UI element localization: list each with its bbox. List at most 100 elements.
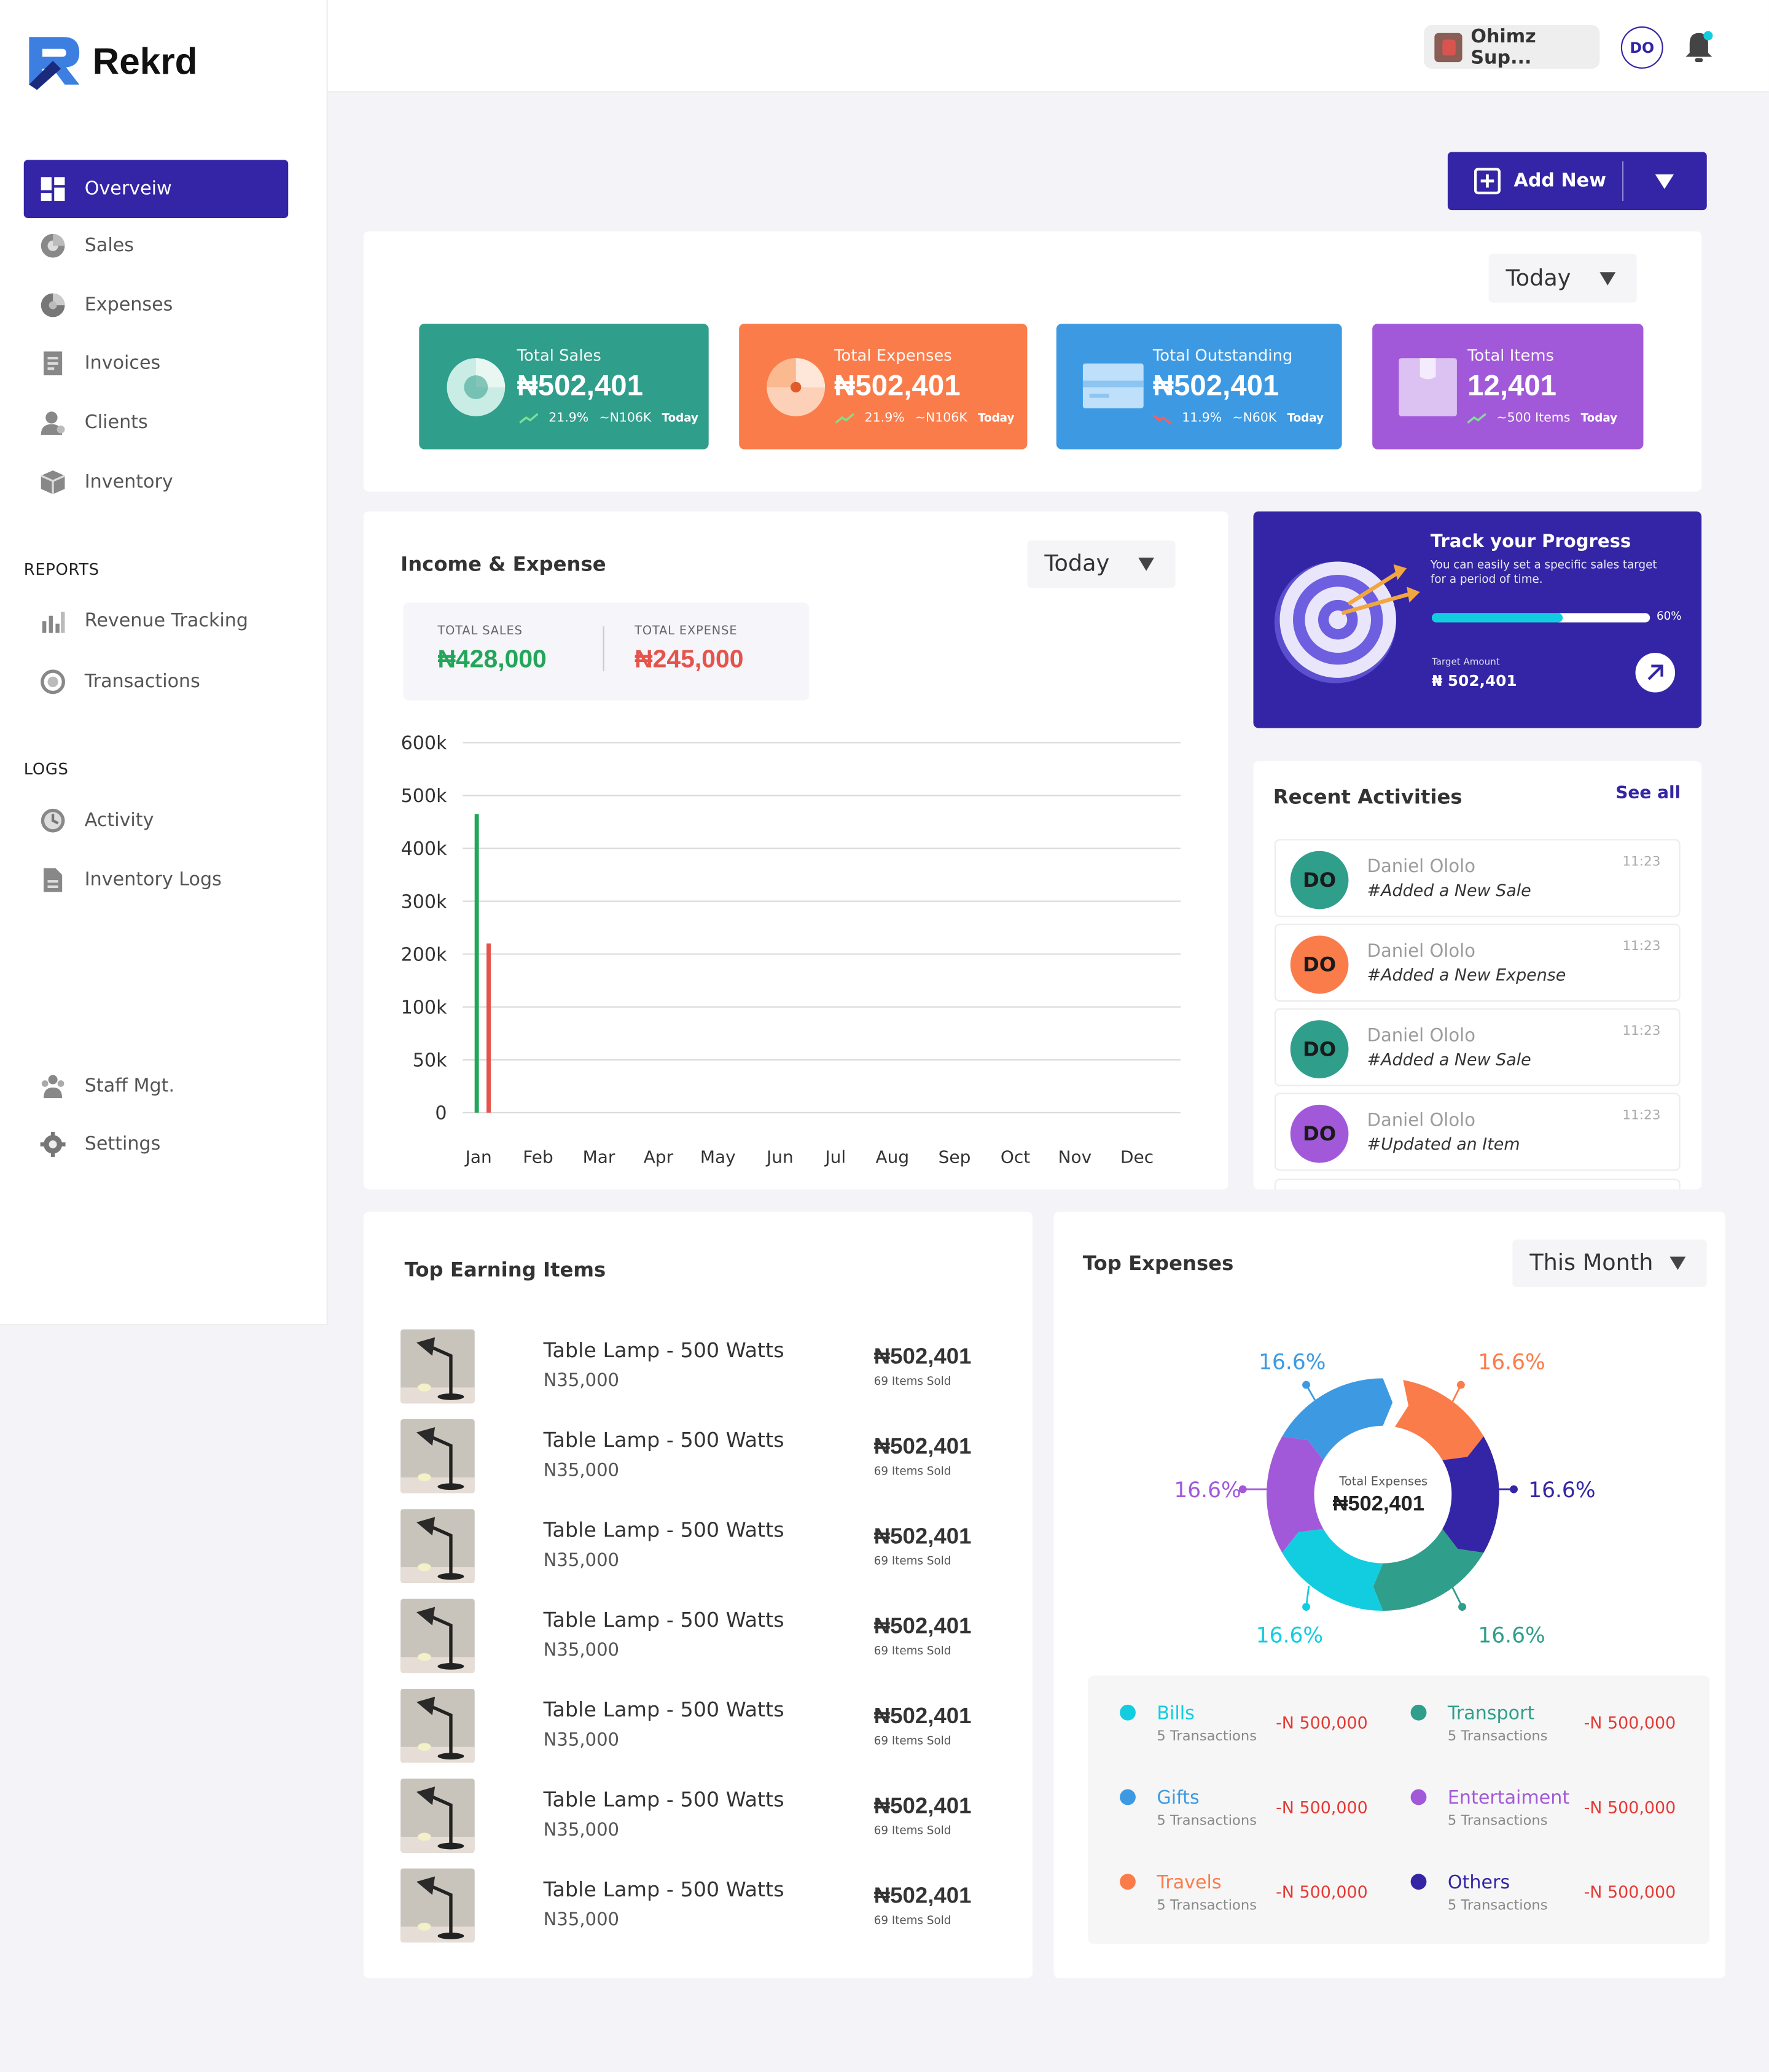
x-tick-label: Aug	[876, 1147, 910, 1167]
trend-down-icon	[1152, 413, 1172, 424]
donut-slice[interactable]	[1394, 1380, 1493, 1473]
arrow-up-right-icon	[1647, 664, 1663, 680]
donut-slice[interactable]	[1282, 1378, 1393, 1460]
user-avatar[interactable]: DO	[1620, 26, 1663, 69]
x-tick-label: May	[700, 1147, 736, 1167]
nav-transactions[interactable]: Transactions	[24, 653, 288, 711]
legend-name[interactable]: Transport	[1447, 1703, 1535, 1725]
stat-card-total-outstanding[interactable]: Total Outstanding ₦502,401 11.9% ~N60K T…	[1056, 324, 1342, 450]
donut-slice[interactable]	[1373, 1529, 1484, 1611]
stats-period-dropdown[interactable]: Today	[1488, 254, 1637, 303]
nav-invoices[interactable]: Invoices	[24, 334, 288, 392]
activity-time: 11:23	[1622, 939, 1661, 954]
item-price: N35,000	[543, 1729, 620, 1751]
nav-clients[interactable]: Clients	[24, 394, 288, 452]
nav-label: Revenue Tracking	[84, 610, 249, 632]
stat-meta: 21.9% ~N106K Today	[835, 411, 1014, 426]
legend-transactions: 5 Transactions	[1157, 1897, 1257, 1914]
item-price: N35,000	[543, 1550, 620, 1572]
nav-staff[interactable]: Staff Mgt.	[24, 1057, 288, 1115]
add-square-icon	[1474, 168, 1501, 195]
item-sold-count: 69 Items Sold	[873, 1376, 951, 1389]
activity-desc: #Added a New Expense	[1367, 964, 1566, 985]
product-thumbnail	[400, 1509, 475, 1583]
add-new-button[interactable]: Add New	[1447, 152, 1707, 211]
legend-dot	[1410, 1789, 1427, 1805]
nav-sales[interactable]: Sales	[24, 217, 288, 275]
stat-meta: ~500 Items Today	[1467, 411, 1617, 426]
progress-fill	[1432, 613, 1563, 623]
product-thumbnail	[400, 1599, 475, 1673]
nav-inventory[interactable]: Inventory	[24, 453, 288, 512]
chevron-down-icon	[1669, 1256, 1686, 1270]
legend-name[interactable]: Travels	[1157, 1872, 1222, 1894]
activity-item[interactable]: DO Daniel Ololo #Added a New Expense 11:23	[1274, 924, 1681, 1002]
lamp-image	[400, 1329, 475, 1404]
logs-section-label: LOGS	[23, 760, 69, 779]
legend-transactions: 5 Transactions	[1157, 1813, 1257, 1829]
stat-card-total-items[interactable]: Total Items 12,401 ~500 Items Today	[1372, 324, 1644, 450]
notification-bell-icon[interactable]	[1682, 29, 1716, 66]
activity-item[interactable]: DO Daniel Ololo #Added a New Sale 11:23	[1274, 1008, 1681, 1086]
item-price: N35,000	[543, 1909, 620, 1931]
nav-revenue-tracking[interactable]: Revenue Tracking	[24, 592, 288, 650]
x-tick-label: Apr	[644, 1147, 674, 1167]
y-tick-label: 300k	[401, 891, 447, 913]
stat-card-total-sales[interactable]: Total Sales ₦502,401 21.9% ~N106K Today	[419, 324, 709, 450]
track-title: Track your Progress	[1430, 531, 1631, 553]
app-logo[interactable]: Rekrd	[24, 32, 198, 93]
expenses-period-dropdown[interactable]: This Month	[1512, 1239, 1707, 1287]
nav-inventory-logs[interactable]: Inventory Logs	[24, 851, 288, 909]
lamp-image	[400, 1689, 475, 1763]
stat-period: Today	[1287, 411, 1324, 425]
progress-label: 60%	[1656, 610, 1682, 624]
nav-label: Sales	[84, 235, 134, 257]
stat-value: ₦502,401	[517, 368, 643, 402]
store-switcher[interactable]: Ohimz Sup...	[1424, 25, 1600, 69]
legend-dot	[1120, 1874, 1136, 1890]
nav-overview[interactable]: Overveiw	[23, 160, 289, 219]
nav-label: Transactions	[84, 671, 200, 693]
stat-delta: ~N106K	[915, 411, 967, 426]
legend-transactions: 5 Transactions	[1447, 1897, 1548, 1914]
see-all-link[interactable]: See all	[1615, 784, 1681, 804]
donut-slice[interactable]	[1282, 1529, 1383, 1611]
y-tick-label: 600k	[401, 733, 447, 754]
track-open-button[interactable]	[1635, 652, 1676, 693]
legend-amount: -N 500,000	[1276, 1797, 1368, 1817]
stat-meta: 21.9% ~N106K Today	[519, 411, 698, 426]
donut-slice[interactable]	[1266, 1436, 1324, 1553]
nav-expenses[interactable]: Expenses	[24, 276, 288, 335]
client-icon	[41, 411, 65, 435]
stat-card-total-expenses[interactable]: Total Expenses ₦502,401 21.9% ~N106K Tod…	[739, 324, 1028, 450]
activity-item[interactable]: DO Daniel Ololo #Added a New Sale 11:23	[1274, 839, 1681, 917]
legend-name[interactable]: Gifts	[1157, 1788, 1200, 1809]
income-period-dropdown[interactable]: Today	[1027, 540, 1176, 588]
sidebar: Rekrd Overveiw Sales Expenses Invoices C…	[0, 0, 328, 1326]
legend-name[interactable]: Bills	[1157, 1703, 1195, 1725]
legend-name[interactable]: Entertaiment	[1447, 1788, 1570, 1809]
stat-value: ₦502,401	[1152, 368, 1279, 402]
trend-up-icon	[1467, 413, 1486, 423]
activity-item[interactable]: DO Daniel Ololo #Updated an Item 11:23	[1274, 1092, 1681, 1171]
slice-percent-label: 16.6%	[1478, 1624, 1545, 1648]
donut-slice[interactable]	[1442, 1436, 1499, 1553]
chevron-down-icon[interactable]	[1655, 174, 1674, 189]
legend-transactions: 5 Transactions	[1447, 1728, 1548, 1745]
nav-activity[interactable]: Activity	[24, 792, 288, 850]
nav-settings[interactable]: Settings	[24, 1115, 288, 1174]
nav-label: Inventory	[84, 472, 173, 493]
topbar: Ohimz Sup... DO	[327, 0, 1769, 93]
stat-label: Total Sales	[517, 346, 601, 365]
nav-label: Expenses	[84, 294, 173, 316]
activity-time: 11:23	[1622, 1108, 1661, 1124]
item-name: Table Lamp - 500 Watts	[543, 1428, 784, 1452]
pie-icon	[41, 233, 65, 258]
activity-desc: #Added a New Sale	[1367, 880, 1531, 900]
total-expense-label: TOTAL EXPENSE	[635, 625, 738, 639]
legend-dot	[1120, 1704, 1136, 1721]
nav-label: Inventory Logs	[84, 869, 222, 891]
legend-name[interactable]: Others	[1447, 1872, 1510, 1894]
top-expenses-panel: Top Expenses This Month	[1053, 1212, 1725, 1979]
stat-label: Total Items	[1467, 346, 1554, 365]
